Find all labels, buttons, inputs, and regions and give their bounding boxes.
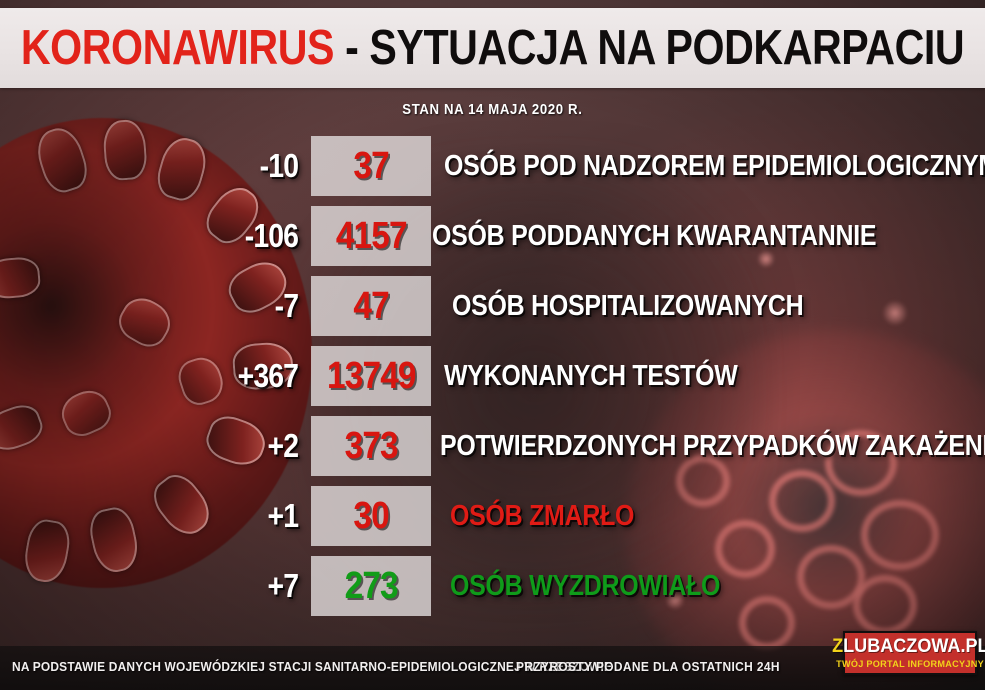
stat-label: OSÓB POD NADZOREM EPIDEMIOLOGICZNYM <box>444 149 985 182</box>
stat-label: OSÓB HOSPITALIZOWANYCH <box>452 289 804 322</box>
stat-value: 47 <box>353 285 389 327</box>
virus-spike-ring <box>861 500 939 570</box>
virus-spike-ring <box>825 430 897 496</box>
stat-delta: +2 <box>267 427 299 464</box>
date-line: STAN NA 14 MAJA 2020 R. <box>0 96 985 122</box>
stat-label: OSÓB PODDANYCH KWARANTANNIE <box>432 219 877 252</box>
stat-value-box: 4157 <box>311 206 431 266</box>
stat-delta: +367 <box>237 357 299 394</box>
stat-value: 4157 <box>335 215 408 257</box>
virus-spike-ring <box>769 470 835 532</box>
page-title-rest: - SYTUACJA NA PODKARPACIU <box>334 20 965 75</box>
stat-value-box: 47 <box>311 276 431 336</box>
footer-source-text: NA PODSTAWIE DANYCH WOJEWÓDZKIEJ STACJI … <box>12 659 613 674</box>
stat-row: +7 273 OSÓB WYZDROWIAŁO <box>0 556 985 616</box>
stat-delta: -106 <box>244 217 299 254</box>
stat-label: OSÓB WYZDROWIAŁO <box>450 569 721 602</box>
stat-row: -10 37 OSÓB POD NADZOREM EPIDEMIOLOGICZN… <box>0 136 985 196</box>
site-logo[interactable]: ZLUBACZOWA.PL TWÓJ PORTAL INFORMACYJNY <box>832 631 985 675</box>
site-logo-tagline: TWÓJ PORTAL INFORMACYJNY <box>836 658 984 670</box>
virus-particle-small <box>882 300 908 326</box>
stat-row: +2 373 POTWIERDZONYCH PRZYPADKÓW ZAKAŻEN… <box>0 416 985 476</box>
stat-value: 13749 <box>326 355 416 397</box>
site-logo-name: ZLUBACZOWA.PL <box>832 637 985 656</box>
stat-label: WYKONANYCH TESTÓW <box>444 359 738 392</box>
footer-bar: NA PODSTAWIE DANYCH WOJEWÓDZKIEJ STACJI … <box>0 646 985 690</box>
stat-value: 30 <box>353 495 389 537</box>
page-title-highlight: KORONAWIRUS <box>20 20 335 75</box>
site-logo-initial: Z <box>831 635 843 657</box>
virus-spike-ring <box>797 545 865 609</box>
page-title: KORONAWIRUS - SYTUACJA NA PODKARPACIU <box>20 20 965 75</box>
stat-value-box: 37 <box>311 136 431 196</box>
stat-value: 37 <box>353 145 389 187</box>
stat-label: OSÓB ZMARŁO <box>450 499 635 532</box>
date-line-text: STAN NA 14 MAJA 2020 R. <box>402 100 583 118</box>
stat-label: POTWIERDZONYCH PRZYPADKÓW ZAKAŻENIA <box>440 429 985 462</box>
stat-value-box: 273 <box>311 556 431 616</box>
stat-value: 273 <box>344 565 398 607</box>
stat-delta: +1 <box>267 497 299 534</box>
stat-value-box: 373 <box>311 416 431 476</box>
stat-value-box: 30 <box>311 486 431 546</box>
stat-row: -106 4157 OSÓB PODDANYCH KWARANTANNIE <box>0 206 985 266</box>
footer-note-text: PRZYROSTY PODANE DLA OSTATNICH 24H <box>516 659 780 674</box>
header-banner: KORONAWIRUS - SYTUACJA NA PODKARPACIU <box>0 8 985 88</box>
statistics-list: -10 37 OSÓB POD NADZOREM EPIDEMIOLOGICZN… <box>0 136 985 626</box>
stat-delta: +7 <box>267 567 299 604</box>
stat-row: +1 30 OSÓB ZMARŁO <box>0 486 985 546</box>
stat-value: 373 <box>344 425 398 467</box>
site-logo-domain: LUBACZOWA.PL <box>842 635 985 657</box>
stat-row: +367 13749 WYKONANYCH TESTÓW <box>0 346 985 406</box>
stat-row: -7 47 OSÓB HOSPITALIZOWANYCH <box>0 276 985 336</box>
stat-value-box: 13749 <box>311 346 431 406</box>
stat-delta: -10 <box>259 147 299 184</box>
stat-delta: -7 <box>274 287 299 324</box>
